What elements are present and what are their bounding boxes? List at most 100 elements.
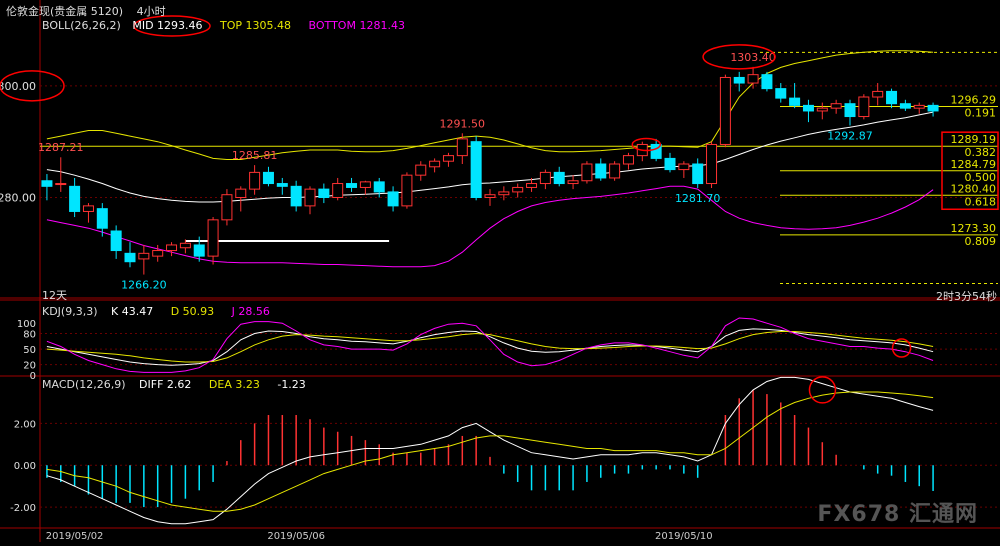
candle-body [221, 194, 233, 221]
annotation-circle-macd [808, 376, 837, 404]
boll-top-value: TOP 1305.48 [220, 19, 292, 32]
candle-body [526, 183, 538, 188]
candle-body [553, 171, 565, 185]
candle-body [262, 171, 274, 185]
candle-body [235, 188, 247, 198]
candle-body [276, 183, 288, 187]
kdj-label: KDJ(9,3,3) [42, 305, 98, 318]
candle-body [581, 163, 593, 182]
kdj-k-value: K 43.47 [111, 305, 154, 318]
candle-body [318, 188, 330, 198]
macd-hist-value: -1.23 [277, 378, 306, 391]
candle-body [609, 163, 621, 179]
countdown-label: 2时3分54秒 [936, 290, 997, 303]
price-annotation: 1266.20 [121, 279, 167, 292]
candle-body [886, 90, 898, 105]
fib-price-label: 1296.29 [951, 94, 997, 107]
candle-body [844, 103, 856, 118]
candle-body [872, 90, 884, 98]
candle-body [152, 250, 164, 257]
candle-body [816, 107, 828, 112]
kdj-line-d [46, 331, 934, 363]
candle-body [41, 180, 53, 187]
candle-body [456, 138, 468, 157]
kdj-legend: KDJ(9,3,3) K 43.47 D 50.93 J 28.56 [42, 305, 270, 318]
candle-body [55, 183, 67, 186]
macd-tick-label: 0.00 [14, 461, 36, 472]
candle-body [567, 180, 579, 185]
kdj-j-value: J 28.56 [231, 305, 270, 318]
boll-mid-line [46, 111, 934, 203]
candle-body [69, 185, 81, 212]
annotation-circle-kdj [891, 338, 912, 358]
kdj-tick-label: 100 [17, 319, 36, 330]
candle-body [166, 244, 178, 252]
candle-body [775, 88, 787, 99]
candle-body [830, 103, 842, 109]
candle-body [927, 104, 939, 112]
macd-dea-value: DEA 3.23 [208, 378, 260, 391]
candle-body [650, 143, 662, 159]
candle-body [858, 96, 870, 118]
candle-body [470, 141, 482, 199]
instrument-name: 伦敦金现(贵金属 5120) [6, 5, 124, 18]
candle-body [664, 157, 676, 171]
boll-mid-value: MID 1293.46 [132, 19, 203, 32]
candle-body [692, 163, 704, 185]
instrument-title: 伦敦金现(贵金属 5120) 4小时 [6, 3, 166, 19]
fib-ratio-label: 0.191 [965, 107, 997, 120]
price-tick-label: 1300.00 [0, 80, 36, 93]
candle-body [622, 155, 634, 165]
candle-body [802, 104, 814, 112]
macd-legend: MACD(12,26,9) DIFF 2.62 DEA 3.23 -1.23 [42, 378, 306, 391]
candle-body [193, 244, 205, 257]
macd-label: MACD(12,26,9) [42, 378, 126, 391]
candle-body [96, 208, 108, 229]
kdj-tick-label: 0 [30, 371, 36, 382]
candle-body [539, 171, 551, 185]
boll-legend: BOLL(26,26,2) MID 1293.46 TOP 1305.48 BO… [42, 19, 405, 32]
price-annotation: 1285.81 [232, 149, 278, 162]
candle-body [124, 252, 136, 263]
candle-body [332, 183, 344, 199]
candle-body [387, 191, 399, 207]
boll-label: BOLL(26,26,2) [42, 19, 121, 32]
kdj-tick-label: 80 [23, 330, 36, 341]
candle-body [110, 230, 122, 252]
annotation-ellipse-high [702, 44, 776, 70]
candle-body [138, 252, 150, 260]
candle-body [789, 97, 801, 106]
candle-body [498, 191, 510, 196]
candle-body [913, 104, 925, 109]
candle-body [373, 181, 385, 193]
period-label: 4小时 [136, 5, 166, 18]
macd-tick-label: 2.00 [14, 419, 36, 430]
candle-body [290, 185, 302, 207]
price-annotation: 1281.70 [675, 192, 721, 205]
price-annotation: 1291.50 [440, 117, 486, 130]
boll-bottom-line [46, 185, 934, 268]
macd-tick-label: -2.00 [10, 503, 36, 514]
annotation-box-fib [941, 131, 999, 211]
macd-diff-line [46, 376, 934, 525]
date-label: 2019/05/06 [267, 531, 325, 542]
annotation-ellipse-price-axis [0, 70, 65, 102]
candle-body [401, 174, 413, 207]
candle-body [512, 186, 524, 193]
candle-body [179, 242, 191, 249]
date-label: 2019/05/10 [655, 531, 713, 542]
candle-body [207, 219, 219, 257]
annotation-ellipse-cross [631, 137, 662, 152]
candle-body [304, 188, 316, 207]
price-tick-label: 1280.00 [0, 192, 36, 205]
fib-ratio-label: 0.500 [965, 171, 997, 184]
date-label: 2019/05/02 [46, 531, 104, 542]
candle-body [719, 76, 731, 145]
price-annotation: 1303.40 [730, 51, 776, 64]
candle-body [249, 171, 261, 190]
macd-dea-line [46, 391, 934, 512]
kdj-line-j [46, 317, 934, 373]
candle-body [415, 164, 427, 176]
